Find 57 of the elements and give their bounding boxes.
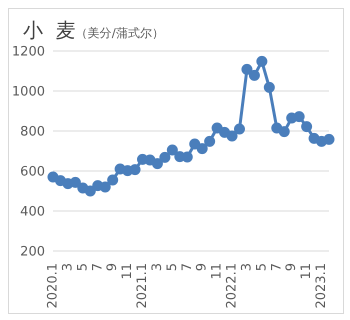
- point: [48, 172, 58, 182]
- point: [159, 152, 170, 163]
- point: [196, 143, 208, 154]
- point: [144, 154, 156, 166]
- y-tick-label: 200: [20, 244, 45, 260]
- point: [278, 126, 290, 138]
- point: [212, 122, 223, 134]
- point: [226, 130, 238, 142]
- point: [324, 134, 334, 145]
- y-tick-label: 1200: [12, 44, 45, 60]
- point: [189, 138, 200, 150]
- point: [100, 182, 111, 192]
- point: [248, 70, 260, 81]
- x-tick-label: 9: [194, 263, 210, 272]
- x-tick-label: 5: [254, 263, 270, 272]
- x-tick-label: 2020.1: [46, 263, 60, 308]
- x-tick-label: 2021.1: [135, 263, 150, 308]
- point: [234, 124, 245, 134]
- x-tick-label: 3: [60, 263, 76, 272]
- point: [70, 176, 81, 188]
- x-tick-label: 5: [75, 263, 90, 272]
- x-tick-label: 11: [210, 263, 225, 280]
- point: [107, 174, 118, 186]
- point: [166, 144, 178, 156]
- x-tick-label: 3: [239, 263, 254, 272]
- point: [241, 64, 252, 75]
- point: [84, 186, 96, 196]
- point: [294, 111, 305, 122]
- x-tick-label: 5: [164, 263, 180, 272]
- y-tick-label: 800: [20, 124, 45, 140]
- x-tick-label: 7: [269, 263, 284, 272]
- y-tick-label: 400: [20, 204, 45, 220]
- x-tick-label: 7: [180, 263, 195, 272]
- chart-subtitle: （美分/蒲式尔）: [76, 26, 164, 40]
- point: [204, 136, 216, 147]
- point: [301, 121, 312, 132]
- x-tick-label: 11: [299, 263, 314, 280]
- x-tick-label: 11: [120, 263, 136, 280]
- x-tick-label: 9: [105, 263, 120, 272]
- point: [77, 182, 88, 194]
- x-tick-label: 3: [150, 263, 165, 272]
- x-tick-label: 2022.1: [224, 263, 240, 308]
- y-tick-label: 1000: [12, 84, 45, 100]
- point: [182, 152, 193, 162]
- x-tick-label: 2023.1: [314, 263, 330, 308]
- point: [219, 126, 230, 138]
- point: [130, 164, 141, 176]
- point: [54, 175, 66, 186]
- point: [264, 82, 275, 93]
- point: [271, 122, 282, 134]
- point: [308, 132, 320, 144]
- x-tick-label: 9: [284, 263, 300, 272]
- y-tick-label: 600: [20, 164, 45, 180]
- x-tick-label: 7: [90, 263, 106, 272]
- point: [152, 158, 163, 170]
- point: [256, 56, 268, 67]
- chart-title: 小 麦: [23, 18, 76, 42]
